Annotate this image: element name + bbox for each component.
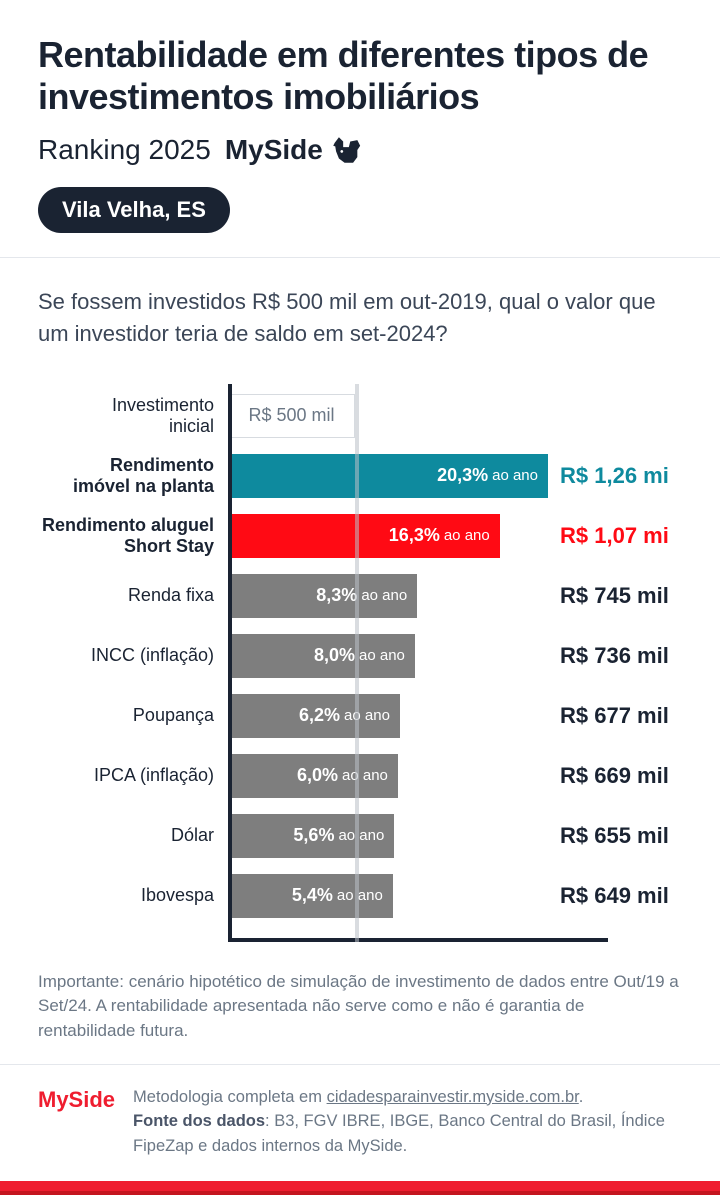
question-text: Se fossem investidos R$ 500 mil em out-2… [38, 286, 682, 350]
bar-rate: 5,6% [293, 825, 334, 846]
bar-area: 5,6% ao ano [228, 814, 548, 858]
chart-row: Rendimento aluguelShort Stay16,3% ao ano… [38, 510, 682, 562]
bar-chart: InvestimentoinicialR$ 500 milRendimentoi… [38, 390, 682, 936]
bar-area: 8,0% ao ano [228, 634, 548, 678]
row-label: Rendimento aluguelShort Stay [38, 515, 228, 556]
chart-row: Renda fixa8,3% ao ano R$ 745 mil [38, 570, 682, 622]
bar: 6,2% ao ano [228, 694, 400, 738]
brand-inline: MySide [225, 133, 363, 167]
row-value: R$ 745 mil [560, 583, 669, 609]
row-value: R$ 736 mil [560, 643, 669, 669]
dog-icon [329, 133, 363, 167]
row-label: Investimentoinicial [38, 395, 228, 436]
chart-row: Rendimentoimóvel na planta20,3% ao ano R$… [38, 450, 682, 502]
bar-area: R$ 500 mil [228, 394, 548, 438]
bar: 20,3% ao ano [228, 454, 548, 498]
row-label: Rendimentoimóvel na planta [38, 455, 228, 496]
chart-row: INCC (inflação)8,0% ao ano R$ 736 mil [38, 630, 682, 682]
x-axis [228, 938, 608, 942]
bar: 5,6% ao ano [228, 814, 394, 858]
bar: 5,4% ao ano [228, 874, 393, 918]
brand-name: MySide [225, 134, 323, 166]
bar-area: 20,3% ao ano [228, 454, 548, 498]
chart-row: IPCA (inflação)6,0% ao ano R$ 669 mil [38, 750, 682, 802]
bar-rate: 6,0% [297, 765, 338, 786]
bar-rate: 8,0% [314, 645, 355, 666]
ranking-row: Ranking 2025 MySide [38, 133, 682, 167]
infographic-card: Rentabilidade em diferentes tipos de inv… [0, 0, 720, 1195]
bar: R$ 500 mil [228, 394, 355, 438]
row-label: Poupança [38, 705, 228, 726]
bottom-stripe-shadow [0, 1191, 720, 1195]
chart-row: Dólar5,6% ao ano R$ 655 mil [38, 810, 682, 862]
body: Se fossem investidos R$ 500 mil em out-2… [0, 258, 720, 1064]
bar-area: 8,3% ao ano [228, 574, 548, 618]
row-label: Ibovespa [38, 885, 228, 906]
location-pill: Vila Velha, ES [38, 187, 230, 233]
bar-rate: 8,3% [316, 585, 357, 606]
ranking-label: Ranking 2025 [38, 134, 211, 166]
disclaimer-note: Importante: cenário hipotético de simula… [38, 970, 682, 1044]
bottom-stripe [0, 1181, 720, 1191]
bar-area: 6,2% ao ano [228, 694, 548, 738]
header: Rentabilidade em diferentes tipos de inv… [0, 0, 720, 257]
row-value: R$ 669 mil [560, 763, 669, 789]
bar: 8,0% ao ano [228, 634, 415, 678]
y-axis [228, 384, 232, 942]
chart-row: Ibovespa5,4% ao ano R$ 649 mil [38, 870, 682, 922]
row-value: R$ 1,26 mi [560, 463, 669, 489]
row-label: Renda fixa [38, 585, 228, 606]
bar: 6,0% ao ano [228, 754, 398, 798]
reference-line [355, 384, 359, 942]
bar-rate: 5,4% [292, 885, 333, 906]
footer-text: Metodologia completa em cidadesparainves… [133, 1085, 682, 1159]
row-value: R$ 649 mil [560, 883, 669, 909]
bar-rate: 6,2% [299, 705, 340, 726]
bar: 16,3% ao ano [228, 514, 500, 558]
chart-row: InvestimentoinicialR$ 500 mil [38, 390, 682, 442]
footer-line-2: Fonte dos dados: B3, FGV IBRE, IBGE, Ban… [133, 1109, 682, 1159]
row-value: R$ 1,07 mi [560, 523, 669, 549]
row-label: Dólar [38, 825, 228, 846]
footer-line-1: Metodologia completa em cidadesparainves… [133, 1085, 682, 1110]
chart-row: Poupança6,2% ao ano R$ 677 mil [38, 690, 682, 742]
row-label: IPCA (inflação) [38, 765, 228, 786]
row-value: R$ 655 mil [560, 823, 669, 849]
bar: 8,3% ao ano [228, 574, 417, 618]
footer-brand: MySide [38, 1085, 115, 1113]
bar-area: 6,0% ao ano [228, 754, 548, 798]
footer: MySide Metodologia completa em cidadespa… [0, 1064, 720, 1181]
bar-rate: 20,3% [437, 465, 488, 486]
methodology-link[interactable]: cidadesparainvestir.myside.com.br [327, 1088, 579, 1106]
bar-area: 16,3% ao ano [228, 514, 548, 558]
row-value: R$ 677 mil [560, 703, 669, 729]
page-title: Rentabilidade em diferentes tipos de inv… [38, 34, 682, 119]
row-label: INCC (inflação) [38, 645, 228, 666]
bar-area: 5,4% ao ano [228, 874, 548, 918]
bar-rate: 16,3% [389, 525, 440, 546]
